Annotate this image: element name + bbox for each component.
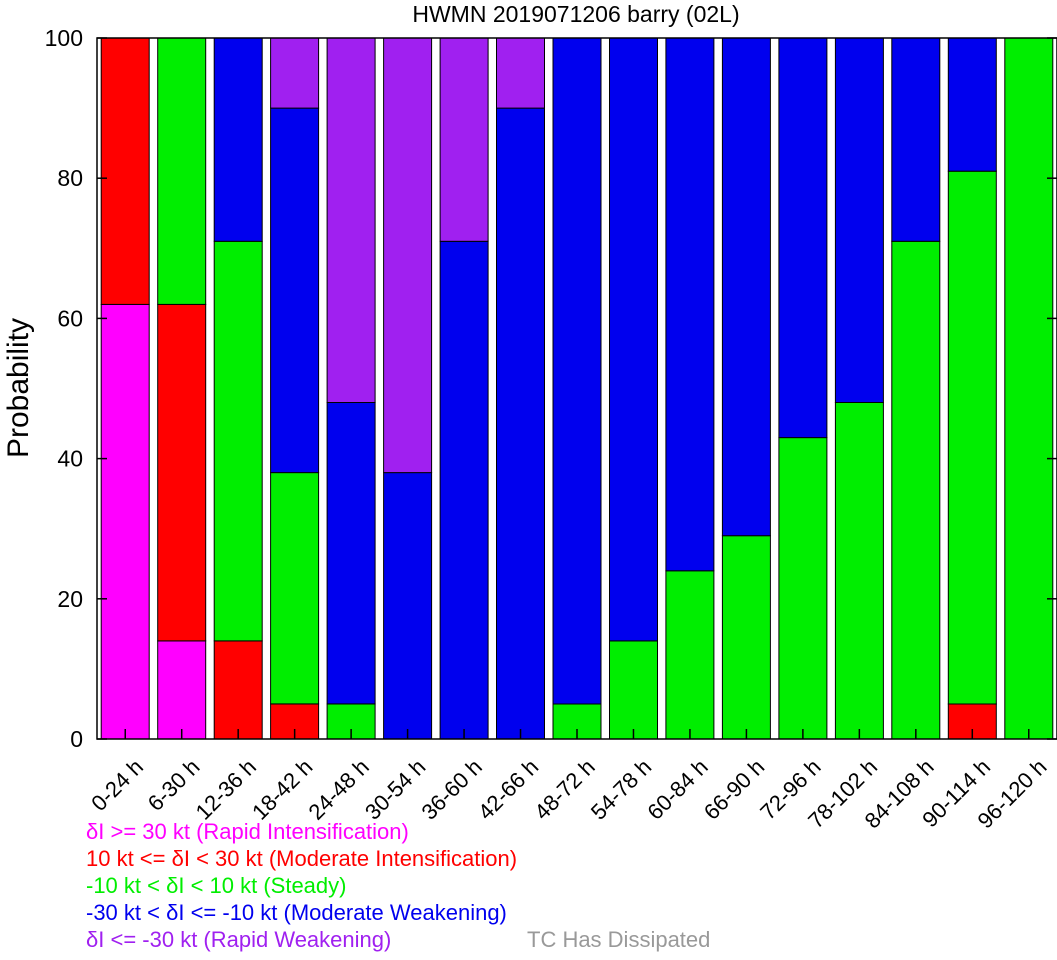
bar-segment-60-84h-s2 xyxy=(665,570,715,740)
chart-title: HWMN 2019071206 barry (02L) xyxy=(412,1,739,27)
legend-entry-rapid-weakening: δI <= -30 kt (Rapid Weakening) xyxy=(86,927,392,952)
legend-entry-moderate-weakening: -30 kt < δI <= -10 kt (Moderate Weakenin… xyxy=(86,900,507,925)
x-tick-label: 54-78 h xyxy=(586,754,656,824)
bars-group xyxy=(100,37,1054,740)
bar-segment-30-54h-s3 xyxy=(383,472,433,740)
bar-segment-36-60h-s3 xyxy=(439,240,489,740)
bar-segment-6-30h-s0 xyxy=(157,640,207,740)
y-tick-label: 0 xyxy=(70,726,83,752)
bar-segment-30-54h-s4 xyxy=(383,37,433,474)
y-tick-label: 60 xyxy=(57,305,83,331)
bar-segment-0-24h-s0 xyxy=(100,303,150,740)
bar-segment-12-36h-s3 xyxy=(213,37,263,242)
bar-segment-18-42h-s3 xyxy=(270,107,320,474)
bar-segment-84-108h-s2 xyxy=(891,240,941,740)
bar-segment-42-66h-s4 xyxy=(496,37,545,109)
bar-segment-54-78h-s3 xyxy=(609,37,658,642)
bar-segment-84-108h-s3 xyxy=(891,37,941,242)
bar-segment-12-36h-s1 xyxy=(213,640,263,740)
bar-segment-42-66h-s3 xyxy=(496,107,545,740)
bar-segment-66-90h-s2 xyxy=(721,535,771,740)
bar-segment-6-30h-s1 xyxy=(157,303,207,642)
x-tick-label: 66-90 h xyxy=(699,754,769,824)
bar-segment-12-36h-s2 xyxy=(213,240,263,642)
x-tick-label: 36-60 h xyxy=(416,754,486,824)
bar-segment-6-30h-s2 xyxy=(157,37,207,305)
bar-segment-96-120h-s2 xyxy=(1004,37,1054,740)
bar-segment-60-84h-s3 xyxy=(665,37,715,572)
y-tick-label: 100 xyxy=(45,25,83,51)
bar-segment-90-114h-s3 xyxy=(947,37,997,172)
bar-segment-18-42h-s4 xyxy=(270,37,320,109)
bar-segment-66-90h-s3 xyxy=(721,37,771,537)
bar-segment-90-114h-s2 xyxy=(947,170,997,705)
legend: δI >= 30 kt (Rapid Intensification) 10 k… xyxy=(86,818,517,953)
x-tick-label: 48-72 h xyxy=(529,754,599,824)
bar-segment-72-96h-s3 xyxy=(778,37,828,439)
x-tick-label: 42-66 h xyxy=(473,754,543,824)
legend-entry-steady: -10 kt < δI < 10 kt (Steady) xyxy=(86,873,347,898)
y-tick-label: 80 xyxy=(57,165,83,191)
y-ticks-group: 0 20 40 60 80 100 xyxy=(45,25,1057,752)
bar-segment-36-60h-s4 xyxy=(439,37,489,242)
bar-segment-48-72h-s3 xyxy=(552,37,602,705)
x-tick-label: 30-54 h xyxy=(360,754,430,824)
bar-segment-54-78h-s2 xyxy=(609,640,658,740)
x-tick-label: 18-42 h xyxy=(247,754,317,824)
legend-entry-dissipated: TC Has Dissipated xyxy=(527,927,711,952)
y-tick-label: 20 xyxy=(57,586,83,612)
bar-segment-78-102h-s2 xyxy=(834,402,884,740)
x-tick-label: 12-36 h xyxy=(191,754,261,824)
bar-segment-24-48h-s3 xyxy=(326,402,376,705)
legend-entry-rapid-intensification: δI >= 30 kt (Rapid Intensification) xyxy=(86,819,409,844)
x-tick-label: 0-24 h xyxy=(86,754,148,816)
bar-segment-72-96h-s2 xyxy=(778,437,828,740)
legend-entry-moderate-intensification: 10 kt <= δI < 30 kt (Moderate Intensific… xyxy=(86,846,518,871)
bar-segment-24-48h-s4 xyxy=(326,37,376,403)
y-tick-label: 40 xyxy=(57,446,83,472)
x-tick-label: 24-48 h xyxy=(304,754,374,824)
bar-segment-18-42h-s2 xyxy=(270,472,320,705)
bar-segment-78-102h-s3 xyxy=(834,37,884,403)
y-axis-label: Probability xyxy=(2,318,35,458)
x-tick-label: 60-84 h xyxy=(642,754,712,824)
bar-segment-0-24h-s1 xyxy=(100,37,150,305)
